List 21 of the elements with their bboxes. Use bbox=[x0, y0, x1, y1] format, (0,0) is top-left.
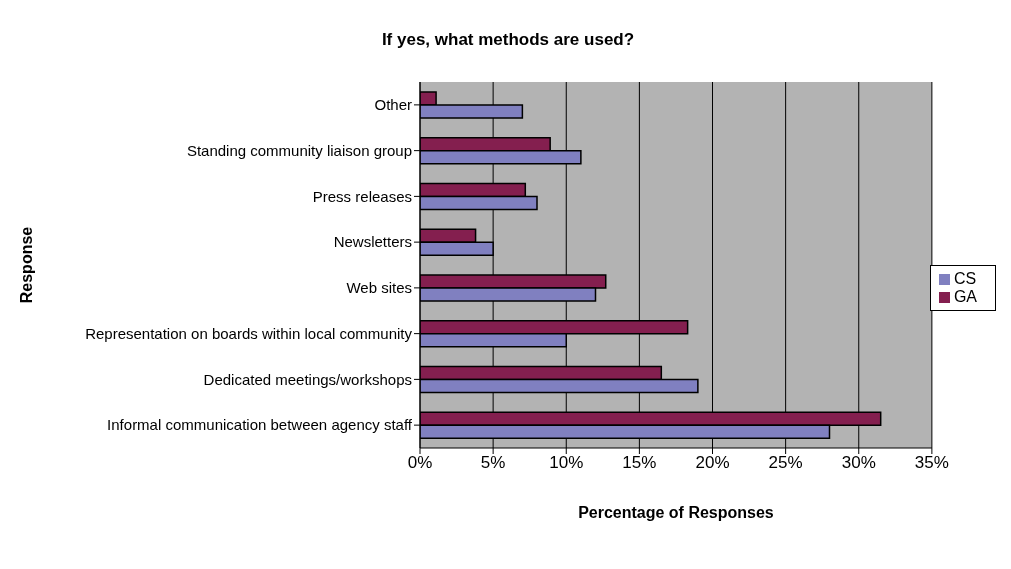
legend-label: GA bbox=[953, 288, 977, 305]
chart-title: If yes, what methods are used? bbox=[380, 30, 636, 50]
y-tick-label: Standing community liaison group bbox=[186, 141, 412, 159]
x-tick-label: 10% bbox=[549, 453, 584, 473]
x-tick-label: 20% bbox=[695, 453, 730, 473]
x-tick-label: 5% bbox=[480, 453, 506, 473]
y-tick-label: Informal communication between agency staff bbox=[107, 416, 413, 434]
y-tick-label: Newsletters bbox=[333, 233, 412, 251]
x-tick-label: 35% bbox=[914, 453, 949, 473]
y-axis-title: Response bbox=[17, 226, 35, 304]
legend-label: CS bbox=[953, 270, 977, 287]
y-tick-label: Representation on boards within local community bbox=[85, 324, 413, 342]
x-tick-label: 0% bbox=[407, 453, 433, 473]
y-tick-label: Web sites bbox=[346, 279, 412, 297]
y-tick-label: Dedicated meetings/workshops bbox=[203, 370, 412, 388]
x-tick-label: 15% bbox=[622, 453, 657, 473]
x-tick-label: 30% bbox=[841, 453, 876, 473]
x-axis-title: Percentage of Responses bbox=[578, 504, 774, 521]
y-tick-label: Press releases bbox=[312, 187, 412, 205]
x-tick-label: 25% bbox=[768, 453, 803, 473]
y-tick-label: Other bbox=[374, 96, 412, 114]
